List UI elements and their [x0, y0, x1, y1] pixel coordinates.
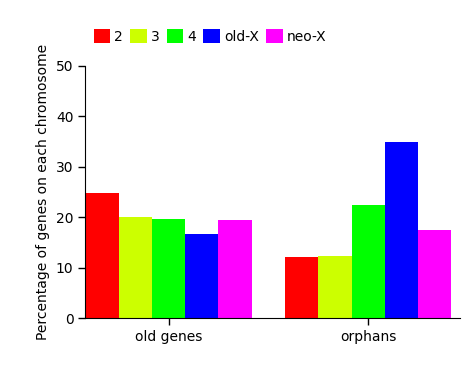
- Bar: [85, 193, 118, 318]
- Bar: [219, 220, 252, 318]
- Bar: [385, 142, 418, 318]
- Bar: [152, 219, 185, 318]
- Bar: [118, 217, 152, 318]
- Legend: 2, 3, 4, old-X, neo-X: 2, 3, 4, old-X, neo-X: [92, 27, 328, 45]
- Bar: [418, 230, 451, 318]
- Bar: [352, 205, 385, 318]
- Y-axis label: Percentage of genes on each chromosome: Percentage of genes on each chromosome: [36, 44, 50, 340]
- Bar: [285, 257, 319, 318]
- Bar: [319, 256, 352, 318]
- Bar: [185, 234, 219, 318]
